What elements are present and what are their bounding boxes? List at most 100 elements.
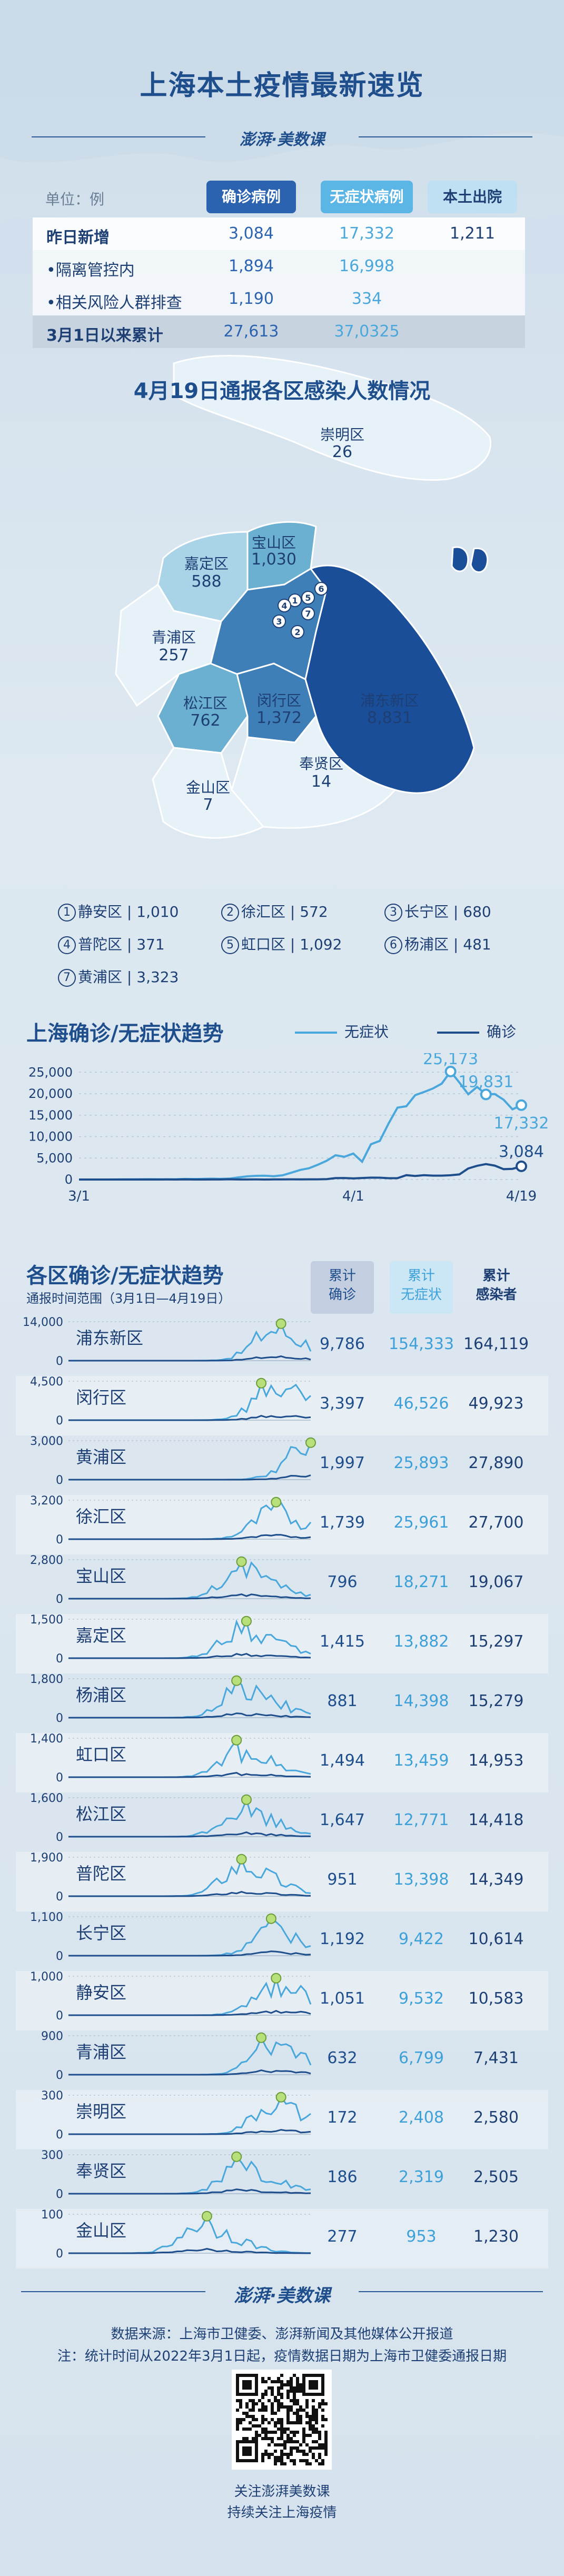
row-district-name: 金山区	[76, 2221, 126, 2241]
qr-caption: 关注澎湃美数课 持续关注上海疫情	[0, 2481, 564, 2523]
row-peak-marker	[275, 1318, 286, 1329]
qr-code[interactable]	[232, 2370, 332, 2470]
y-tick-label: 0	[65, 1172, 73, 1187]
row-ymax-label: 1,900	[30, 1851, 63, 1865]
source-line: 数据来源：上海市卫健委、澎湃新闻及其他媒体公开报道	[111, 2326, 453, 2342]
col-header-discharged: 本土出院	[428, 181, 517, 213]
row-y0-label: 0	[56, 2069, 63, 2082]
row-y0-label: 0	[56, 1831, 63, 1844]
district-list-item: 5 虹口区 | 1,092	[221, 933, 342, 954]
row-cum-infected: 14,418	[469, 1811, 524, 1829]
row-peak-marker	[231, 1735, 242, 1746]
x-tick-label: 3/1	[68, 1188, 90, 1204]
district-number: 5	[221, 936, 239, 954]
row-cum-confirmed: 1,494	[320, 1751, 365, 1770]
footer-line-left	[21, 2291, 205, 2292]
row-ymax-label: 1,100	[30, 1911, 63, 1924]
map-value-jiading: 588	[191, 572, 221, 591]
row-y0-label: 0	[56, 1593, 63, 1606]
y-tick-label: 10,000	[28, 1130, 73, 1144]
legend-swatch	[295, 1032, 337, 1034]
row-ymax-label: 3,000	[30, 1435, 63, 1448]
brand-line-left	[32, 136, 205, 137]
district-small-multiples: 14,000 0 浦东新区 9,786 154,333 164,119 4,500 0 闵行区 3…	[16, 1316, 548, 2268]
district-row: 1,800 0 杨浦区 881 14,398 15,279	[30, 1673, 523, 1725]
row-cum-infected: 15,297	[469, 1632, 524, 1651]
row-cum-confirmed: 1,997	[320, 1454, 365, 1472]
map-label-chongming: 崇明区	[320, 426, 364, 443]
row-cum-asymptomatic: 13,459	[394, 1751, 449, 1770]
row-stripe	[16, 1852, 548, 1911]
legend-confirmed: 确诊	[437, 1021, 516, 1042]
stats-table: 单位：例 确诊病例 无症状病例 本土出院 昨日新增 3,084 17,332 1…	[33, 176, 525, 348]
row-ymax-label: 300	[41, 2089, 63, 2103]
district-name: 长宁区	[404, 903, 449, 920]
series-line-confirmed	[79, 1163, 522, 1181]
row-confirmed-line	[68, 1772, 311, 1778]
row-cum-asymptomatic: 12,771	[394, 1811, 449, 1829]
district-name: 虹口区	[241, 936, 286, 953]
y-tick-label: 25,000	[28, 1065, 73, 1079]
row-y0-label: 0	[56, 1950, 63, 1963]
district-row: 2,800 0 宝山区 796 18,271 19,067	[30, 1554, 523, 1606]
svg-text:6: 6	[318, 584, 324, 594]
row-district-name: 徐汇区	[76, 1507, 126, 1527]
map-value-pudong: 8,831	[367, 709, 412, 727]
trend-line-chart: 0 5,000 10,000 15,000 20,000 25,000 3/1 4/1 4/19…	[28, 1053, 549, 1204]
row-district-name: 闵行区	[76, 1388, 126, 1408]
footer-brand: 澎湃·美数课	[21, 2281, 543, 2306]
svg-text:7: 7	[305, 609, 311, 619]
map-label-baoshan: 宝山区	[252, 534, 296, 551]
row-confirmed-line	[68, 2069, 311, 2076]
row-confirmed-line	[68, 1534, 311, 1540]
row-y0-label: 0	[56, 1474, 63, 1487]
row-confirmed: 3,084	[229, 224, 274, 243]
row-cum-infected: 7,431	[473, 2049, 519, 2067]
map-region-chongming	[173, 355, 491, 481]
svg-text:5: 5	[305, 593, 311, 603]
row-y0-label: 0	[56, 2188, 63, 2201]
district-row: 1,500 0 嘉定区 1,415 13,882 15,297	[16, 1613, 548, 1673]
legend-swatch	[437, 1032, 479, 1034]
row-discharged: 1,211	[450, 224, 495, 243]
row-peak-marker	[201, 2211, 212, 2222]
legend-asymptomatic: 无症状	[295, 1021, 389, 1042]
row-confirmed-line	[68, 2009, 311, 2016]
row-district-name: 嘉定区	[76, 1626, 126, 1646]
row-district-name: 宝山区	[76, 1566, 126, 1586]
district-list-item: 6 杨浦区 | 481	[384, 933, 491, 954]
row-asymptomatic: 334	[351, 290, 382, 308]
row-cum-asymptomatic: 154,333	[389, 1335, 454, 1353]
row-cum-confirmed: 186	[327, 2168, 357, 2186]
district-row: 14,000 0 浦东新区 9,786 154,333 164,119	[23, 1316, 529, 1368]
header-brand: 澎湃·美数课	[32, 126, 532, 149]
row-cum-confirmed: 277	[327, 2227, 357, 2246]
row-district-name: 黄浦区	[76, 1447, 126, 1467]
row-cum-asymptomatic: 6,799	[399, 2049, 444, 2067]
map-value-baoshan: 1,030	[251, 550, 296, 569]
legend-label: 无症状	[344, 1023, 389, 1041]
annotation-label: 25,173	[423, 1053, 478, 1068]
series-line-asymptomatic	[79, 1069, 522, 1181]
svg-text:4: 4	[281, 601, 287, 611]
map-value-qingpu: 257	[159, 646, 189, 665]
row-label: •相关风险人群排查	[46, 294, 182, 312]
row-confirmed: 27,613	[223, 322, 279, 341]
district-number: 4	[58, 936, 76, 954]
row-district-name: 奉贤区	[76, 2161, 126, 2181]
row-cum-infected: 10,614	[469, 1930, 524, 1948]
district-row: 1,900 0 普陀区 951 13,398 14,349	[16, 1851, 548, 1911]
row-cum-infected: 27,890	[469, 1454, 524, 1472]
row-y0-label: 0	[56, 2009, 63, 2023]
stats-row-quarantine: •隔离管控内 1,894 16,998	[33, 250, 525, 283]
row-asymptomatic: 37,0325	[334, 322, 400, 341]
row-district-name: 长宁区	[76, 1923, 126, 1943]
row-district-name: 虹口区	[76, 1745, 126, 1765]
row-peak-marker	[236, 1556, 247, 1567]
row-peak-marker	[271, 1973, 282, 1984]
footer-line-right	[359, 2291, 543, 2292]
row-district-name: 浦东新区	[76, 1328, 143, 1348]
map-value-chongming: 26	[332, 443, 352, 461]
row-cum-confirmed: 632	[327, 2049, 357, 2067]
svg-text:3: 3	[276, 617, 282, 627]
